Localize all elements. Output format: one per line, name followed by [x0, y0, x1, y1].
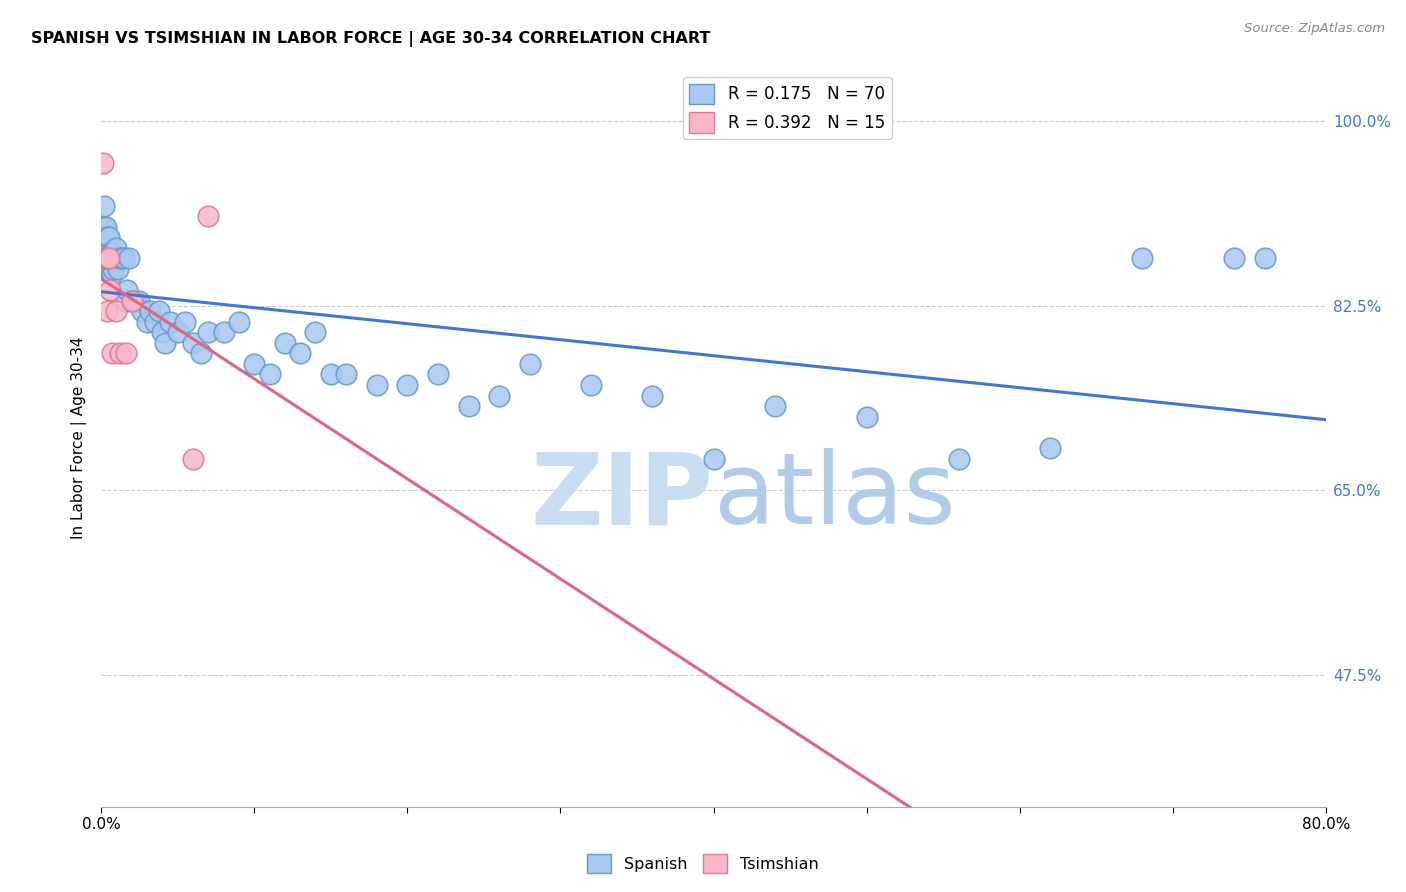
Point	[97, 252, 120, 266]
Point	[641, 388, 664, 402]
Text: Source: ZipAtlas.com: Source: ZipAtlas.com	[1244, 22, 1385, 36]
Point	[114, 293, 136, 308]
Point	[91, 241, 114, 255]
Point	[159, 315, 181, 329]
Point	[579, 378, 602, 392]
Point	[108, 252, 131, 266]
Text: ZIP: ZIP	[530, 449, 714, 545]
Point	[259, 368, 281, 382]
Point	[98, 283, 121, 297]
Point	[274, 335, 297, 350]
Point	[121, 293, 143, 308]
Point	[319, 368, 342, 382]
Point	[94, 241, 117, 255]
Point	[166, 325, 188, 339]
Point	[101, 267, 124, 281]
Point	[396, 378, 419, 392]
Point	[197, 325, 219, 339]
Point	[105, 304, 128, 318]
Point	[98, 246, 121, 260]
Point	[155, 335, 177, 350]
Point	[197, 209, 219, 223]
Point	[104, 252, 127, 266]
Point	[105, 241, 128, 255]
Point	[94, 219, 117, 234]
Point	[1223, 252, 1246, 266]
Point	[143, 315, 166, 329]
Text: atlas: atlas	[714, 449, 955, 545]
Point	[93, 199, 115, 213]
Text: SPANISH VS TSIMSHIAN IN LABOR FORCE | AGE 30-34 CORRELATION CHART: SPANISH VS TSIMSHIAN IN LABOR FORCE | AG…	[31, 31, 710, 47]
Point	[96, 262, 118, 277]
Point	[190, 346, 212, 360]
Point	[103, 252, 125, 266]
Point	[114, 346, 136, 360]
Point	[115, 283, 138, 297]
Point	[212, 325, 235, 339]
Point	[112, 252, 135, 266]
Point	[335, 368, 357, 382]
Point	[519, 357, 541, 371]
Point	[98, 262, 121, 277]
Point	[855, 409, 877, 424]
Point	[97, 230, 120, 244]
Point	[97, 252, 120, 266]
Point	[96, 230, 118, 244]
Point	[228, 315, 250, 329]
Point	[96, 304, 118, 318]
Point	[110, 252, 132, 266]
Point	[118, 252, 141, 266]
Point	[131, 304, 153, 318]
Point	[97, 262, 120, 277]
Point	[101, 246, 124, 260]
Point	[128, 293, 150, 308]
Point	[150, 325, 173, 339]
Point	[174, 315, 197, 329]
Point	[948, 451, 970, 466]
Point	[91, 252, 114, 266]
Point	[96, 252, 118, 266]
Point	[1130, 252, 1153, 266]
Point	[181, 335, 204, 350]
Point	[763, 399, 786, 413]
Point	[457, 399, 479, 413]
Point	[96, 246, 118, 260]
Point	[93, 252, 115, 266]
Point	[288, 346, 311, 360]
Point	[304, 325, 326, 339]
Point	[124, 293, 146, 308]
Point	[101, 346, 124, 360]
Point	[243, 357, 266, 371]
Point	[148, 304, 170, 318]
Point	[1254, 252, 1277, 266]
Point	[107, 262, 129, 277]
Point	[91, 252, 114, 266]
Point	[703, 451, 725, 466]
Point	[94, 252, 117, 266]
Point	[103, 262, 125, 277]
Point	[94, 252, 117, 266]
Point	[98, 252, 121, 266]
Legend: Spanish, Tsimshian: Spanish, Tsimshian	[581, 847, 825, 880]
Point	[181, 451, 204, 466]
Point	[139, 304, 162, 318]
Point	[121, 293, 143, 308]
Point	[136, 315, 159, 329]
Point	[91, 156, 114, 170]
Point	[93, 219, 115, 234]
Point	[108, 346, 131, 360]
Point	[1039, 442, 1062, 456]
Point	[488, 388, 510, 402]
Point	[366, 378, 388, 392]
Legend: R = 0.175   N = 70, R = 0.392   N = 15: R = 0.175 N = 70, R = 0.392 N = 15	[683, 77, 891, 139]
Y-axis label: In Labor Force | Age 30-34: In Labor Force | Age 30-34	[72, 336, 87, 539]
Point	[427, 368, 450, 382]
